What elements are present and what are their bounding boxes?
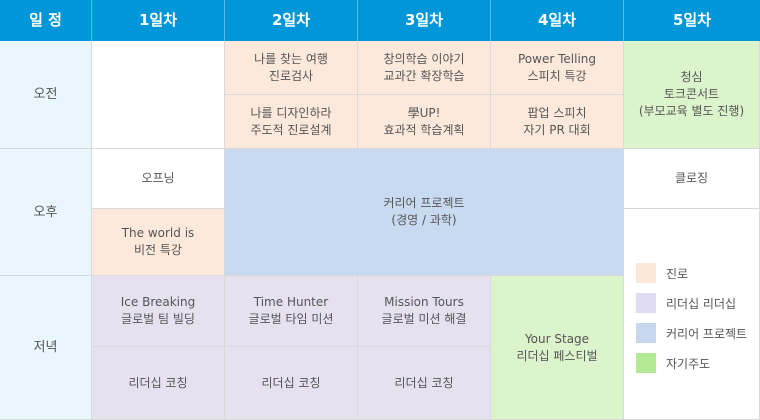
d4-morning-1: Power Telling 스피치 특강 (491, 41, 624, 95)
header-day-3: 3일차 (358, 0, 491, 41)
legend: 진로 리더십 리더십 커리어 프로젝트 자기주도 (636, 258, 747, 378)
legend-label: 진로 (666, 266, 689, 281)
period-afternoon: 오후 (0, 149, 92, 276)
legend-swatch (636, 263, 656, 283)
legend-label: 리더십 리더십 (666, 296, 737, 311)
d5-morning-concert: 청심 토크콘서트 (부모교육 별도 진행) (624, 41, 760, 149)
d4-evening-festival: Your Stage 리더십 페스티벌 (491, 276, 624, 420)
d2-morning-2: 나를 디자인하라 주도적 진로설계 (225, 95, 358, 149)
legend-swatch (636, 293, 656, 313)
d3-morning-1: 창의학습 이야기 교과간 확장학습 (358, 41, 491, 95)
d3-evening-1: Mission Tours 글로벌 미션 해결 (358, 276, 491, 347)
d2-evening-coaching: 리더십 코칭 (225, 347, 358, 420)
d4-morning-2: 팝업 스피치 자기 PR 대회 (491, 95, 624, 149)
d1-morning-empty (92, 41, 225, 149)
d1-afternoon-vision: The world is 비전 특강 (92, 209, 225, 276)
legend-item-career: 진로 (636, 258, 747, 288)
legend-item-leadership: 리더십 리더십 (636, 288, 747, 318)
legend-cell (624, 209, 760, 420)
d2-morning-1: 나를 찾는 여행 진로검사 (225, 41, 358, 95)
period-morning: 오전 (0, 41, 92, 149)
d2-evening-1: Time Hunter 글로벌 타임 미션 (225, 276, 358, 347)
period-evening: 저녁 (0, 276, 92, 420)
d1-afternoon-opening: 오프닝 (92, 149, 225, 209)
d5-afternoon-closing: 클로징 (624, 149, 760, 209)
legend-swatch (636, 323, 656, 343)
legend-swatch (636, 353, 656, 373)
legend-label: 자기주도 (666, 356, 711, 371)
d1-evening-coaching: 리더십 코칭 (92, 347, 225, 420)
header-day-4: 4일차 (491, 0, 624, 41)
d3-evening-coaching: 리더십 코칭 (358, 347, 491, 420)
legend-item-self: 자기주도 (636, 348, 747, 378)
header-day-2: 2일차 (225, 0, 358, 41)
d3-morning-2: 學UP! 효과적 학습계획 (358, 95, 491, 149)
legend-item-project: 커리어 프로젝트 (636, 318, 747, 348)
header-day-1: 1일차 (92, 0, 225, 41)
header-schedule: 일 정 (0, 0, 92, 41)
header-day-5: 5일차 (624, 0, 760, 41)
career-project: 커리어 프로젝트 (경영 / 과학) (225, 149, 624, 276)
legend-label: 커리어 프로젝트 (666, 326, 748, 341)
d1-evening-icebreaking: Ice Breaking 글로벌 팀 빌딩 (92, 276, 225, 347)
